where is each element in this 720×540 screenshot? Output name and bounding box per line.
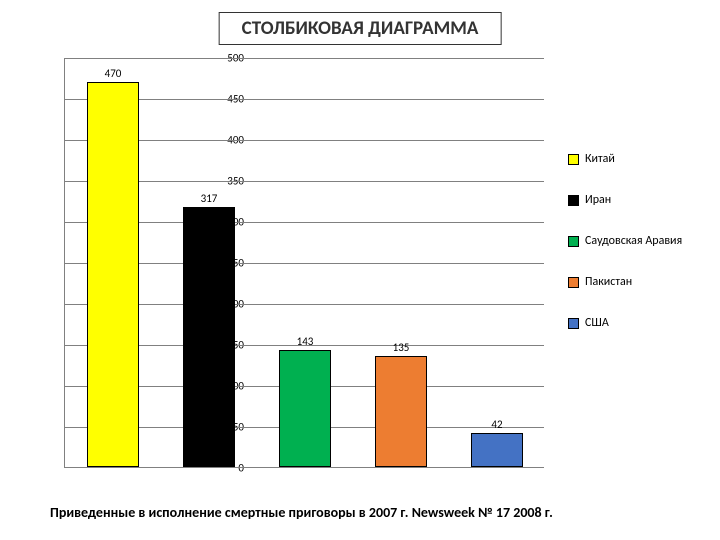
legend-label: Саудовская Аравия (585, 234, 682, 248)
plot-area: 470 317 143 135 42 (64, 58, 544, 468)
bars-layer: 470 317 143 135 42 (65, 58, 544, 467)
bar-value-label: 317 (201, 192, 218, 205)
legend-swatch (568, 195, 579, 206)
legend-item: Пакистан (568, 275, 720, 289)
legend-swatch (568, 236, 579, 247)
legend-label: Иран (585, 193, 611, 207)
bar: 143 (279, 350, 332, 467)
bar-value-label: 135 (393, 341, 410, 354)
legend-item: США (568, 316, 720, 330)
legend-item: Китай (568, 152, 720, 166)
bar: 135 (375, 356, 428, 467)
legend-swatch (568, 277, 579, 288)
legend-label: США (585, 316, 609, 330)
legend: Китай Иран Саудовская Аравия Пакистан США (568, 152, 720, 357)
bar-value-label: 143 (297, 335, 314, 348)
bar: 470 (87, 82, 140, 467)
legend-swatch (568, 154, 579, 165)
legend-swatch (568, 318, 579, 329)
legend-label: Китай (585, 152, 615, 166)
legend-item: Саудовская Аравия (568, 234, 720, 248)
chart-title: СТОЛБИКОВАЯ ДИАГРАММА (219, 12, 502, 45)
bar: 317 (183, 207, 236, 467)
bar: 42 (471, 433, 524, 467)
chart-container: 050100150200250300350400450500 470317143… (28, 58, 692, 490)
chart-caption: Приведенные в исполнение смертные пригов… (50, 504, 553, 521)
bar-value-label: 470 (105, 67, 122, 80)
legend-label: Пакистан (585, 275, 632, 289)
legend-item: Иран (568, 193, 720, 207)
bar-value-label: 42 (491, 418, 502, 431)
